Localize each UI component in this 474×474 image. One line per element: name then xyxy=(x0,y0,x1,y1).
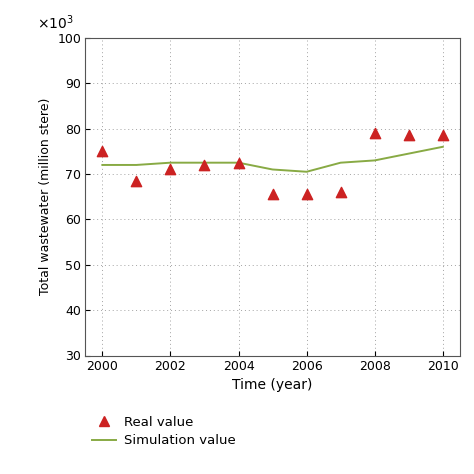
Point xyxy=(167,166,174,173)
Point xyxy=(371,129,378,137)
Point xyxy=(133,177,140,185)
X-axis label: Time (year): Time (year) xyxy=(232,378,313,392)
Point xyxy=(235,159,242,166)
Point xyxy=(99,147,106,155)
Point xyxy=(405,132,412,139)
Y-axis label: Total wastewater (million stere): Total wastewater (million stere) xyxy=(39,98,52,295)
Point xyxy=(439,132,447,139)
Point xyxy=(337,188,345,196)
Point xyxy=(269,191,276,198)
Point xyxy=(201,161,208,169)
Legend: Real value, Simulation value: Real value, Simulation value xyxy=(92,416,235,447)
Point xyxy=(303,191,310,198)
Text: $\times10^3$: $\times10^3$ xyxy=(36,13,73,32)
